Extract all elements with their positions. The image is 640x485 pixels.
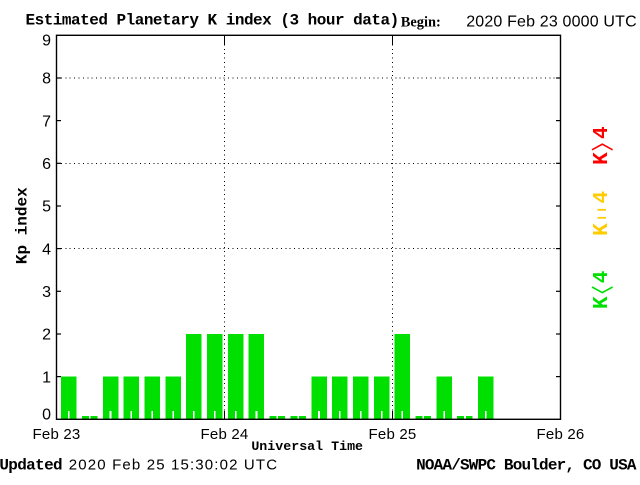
svg-text:2020 Feb 23 0000 UTC: 2020 Feb 23 0000 UTC (466, 13, 637, 30)
svg-text:Kp index: Kp index (14, 187, 32, 264)
svg-text:NOAA/SWPC Boulder, CO USA: NOAA/SWPC Boulder, CO USA (416, 457, 637, 475)
svg-text:Begin:: Begin: (401, 14, 441, 30)
svg-text:Updated: Updated (0, 456, 62, 474)
svg-text:9: 9 (42, 33, 51, 50)
svg-text:Feb 23: Feb 23 (33, 426, 81, 443)
svg-text:7: 7 (42, 113, 51, 130)
svg-text:K: K (591, 223, 614, 236)
svg-text:Universal Time: Universal Time (251, 439, 363, 454)
svg-text:K: K (591, 152, 614, 165)
svg-text:4: 4 (591, 191, 614, 204)
svg-text:4: 4 (591, 126, 614, 139)
svg-text:8: 8 (42, 71, 51, 88)
svg-text:4: 4 (591, 271, 614, 284)
svg-text:6: 6 (42, 156, 51, 173)
svg-text:4: 4 (42, 241, 51, 258)
svg-text:K: K (591, 296, 614, 309)
svg-text:Feb 24: Feb 24 (201, 426, 249, 443)
svg-text:Estimated Planetary K index (3: Estimated Planetary K index (3 hour data… (26, 12, 399, 30)
svg-text:1: 1 (42, 369, 51, 386)
svg-text:2020 Feb 25 15:30:02 UTC: 2020 Feb 25 15:30:02 UTC (69, 456, 278, 473)
svg-text:0: 0 (42, 407, 51, 424)
svg-text:5: 5 (42, 199, 51, 216)
svg-text:Feb 25: Feb 25 (369, 426, 417, 443)
svg-text:2: 2 (42, 327, 51, 344)
svg-text:Feb 26: Feb 26 (537, 426, 585, 443)
svg-text:3: 3 (42, 284, 51, 301)
